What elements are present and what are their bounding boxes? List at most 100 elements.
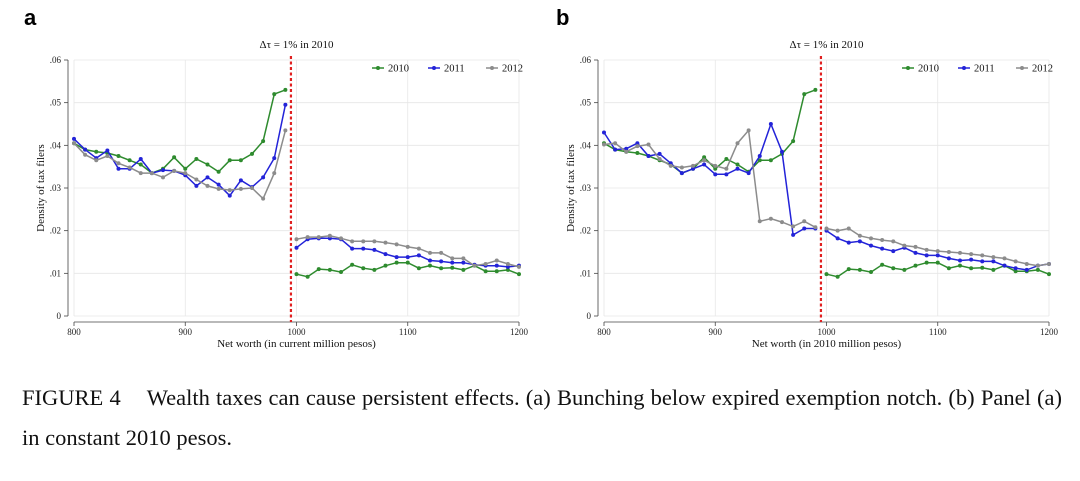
- figure-caption: FIGURE 4 Wealth taxes can cause persisten…: [22, 378, 1062, 458]
- series-2012-point: [83, 152, 88, 157]
- series-2012-point: [205, 183, 210, 188]
- series-2011-point: [416, 253, 421, 258]
- x-tick-label: 900: [709, 327, 723, 337]
- series-2012-point: [305, 235, 310, 240]
- caption-label: FIGURE 4: [22, 385, 121, 410]
- series-2012-point: [969, 252, 974, 257]
- series-2012-point: [383, 240, 388, 245]
- series-2010-point: [635, 151, 640, 156]
- series-2012-point: [183, 171, 188, 176]
- series-2012-point: [857, 233, 862, 238]
- series-2011-line: [603, 121, 816, 237]
- y-tick-label: .04: [580, 140, 592, 150]
- series-2011-point: [394, 255, 399, 260]
- series-2012-point: [802, 219, 807, 224]
- series-2012-point: [272, 171, 277, 176]
- series-2012-point: [891, 239, 896, 244]
- series-2010-point: [724, 156, 729, 161]
- series-2012-point: [450, 256, 455, 261]
- series-2012-point: [602, 142, 606, 147]
- chart-title: Δτ = 1% in 2010: [790, 39, 864, 51]
- y-tick-label: .02: [50, 226, 61, 236]
- series-2010-point: [483, 269, 488, 274]
- legend-label-2010: 2010: [388, 64, 409, 75]
- series-2010-point: [935, 260, 940, 265]
- chart-title: Δτ = 1% in 2010: [260, 39, 334, 51]
- series-2012-point: [624, 149, 629, 154]
- series-2010-point: [383, 263, 388, 268]
- series-2011-point: [105, 148, 110, 153]
- x-axis-title: Net worth (in current million pesos): [217, 338, 376, 350]
- series-2012-point: [958, 250, 962, 255]
- series-2011-point: [194, 183, 199, 188]
- x-tick-label: 1100: [399, 327, 417, 337]
- series-2012-point: [757, 219, 762, 224]
- panel-a-label: a: [24, 5, 37, 30]
- series-2011-point: [216, 182, 221, 187]
- series-2011-point: [494, 263, 499, 268]
- series-2010-point: [127, 158, 132, 163]
- series-2010-point: [227, 158, 232, 163]
- series-2012-point: [294, 237, 299, 242]
- series-2012-point: [635, 144, 640, 149]
- y-tick-label: 0: [57, 311, 62, 321]
- series-2010-point: [791, 139, 796, 144]
- legend-marker-2012: [1020, 66, 1024, 70]
- series-2011-point: [624, 146, 629, 151]
- series-2011-point: [383, 252, 388, 257]
- series-2010-point: [272, 92, 277, 97]
- series-2011-point: [116, 166, 121, 171]
- series-2010-point: [450, 265, 455, 270]
- legend-label-2012: 2012: [1032, 64, 1053, 75]
- series-2010-point: [702, 155, 707, 160]
- x-tick-label: 800: [597, 327, 611, 337]
- series-2010-point: [494, 269, 499, 274]
- panel-b-chart: 0 .01 .02 .03 .04 .05 .06 800 900 1000 1100 1200 Net…: [565, 39, 1059, 350]
- series-2012-point: [339, 236, 343, 241]
- x-tick-label: 800: [67, 327, 81, 337]
- series-2012-point: [461, 256, 466, 261]
- series-2010-point: [372, 267, 377, 272]
- series-2012-point: [646, 142, 651, 147]
- series-2012-point: [924, 247, 929, 252]
- series-2012-point: [216, 186, 221, 191]
- series-2012-point: [361, 239, 366, 244]
- legend-marker-2011: [962, 66, 966, 70]
- y-axis-title: Density of tax filers: [35, 144, 47, 232]
- series-2010-point: [416, 266, 421, 271]
- series-2011-point: [991, 259, 996, 264]
- series-2011-point: [372, 247, 377, 252]
- series-2010-point: [172, 155, 177, 160]
- series-2012-point: [835, 228, 840, 233]
- series-2012-point: [327, 233, 332, 238]
- series-2010-point: [713, 166, 718, 171]
- series-2012-point: [316, 235, 321, 240]
- series-2012-point: [283, 128, 288, 133]
- series-2012-point: [935, 249, 940, 254]
- series-2010-point: [183, 166, 188, 171]
- series-2012-point: [250, 186, 254, 190]
- series-2010-point: [461, 267, 466, 272]
- series-2012-point: [657, 156, 662, 161]
- series-2012-point: [483, 261, 488, 266]
- series-2011-point: [294, 245, 299, 250]
- series-2010-point: [305, 274, 310, 279]
- series-2012-point: [350, 239, 355, 244]
- series-2010-point: [327, 267, 332, 272]
- series-2012-point: [172, 168, 177, 173]
- series-2012-point: [138, 171, 143, 176]
- series-2010-point: [350, 262, 355, 267]
- series-2010-point: [216, 169, 221, 174]
- legend-marker-2011: [432, 66, 436, 70]
- series-2011-point: [1002, 263, 1007, 268]
- series-2011-point: [657, 151, 662, 156]
- series-2012-point: [846, 226, 851, 231]
- series-2010-point: [835, 274, 840, 279]
- series-2012-point: [902, 243, 907, 248]
- series-2011-point: [768, 122, 773, 126]
- series-2010-point: [813, 87, 818, 92]
- caption-text: Wealth taxes can cause persistent effect…: [22, 385, 1062, 450]
- series-2011-point: [757, 154, 762, 158]
- series-2012-point: [1024, 261, 1029, 266]
- series-2012-point: [702, 158, 707, 163]
